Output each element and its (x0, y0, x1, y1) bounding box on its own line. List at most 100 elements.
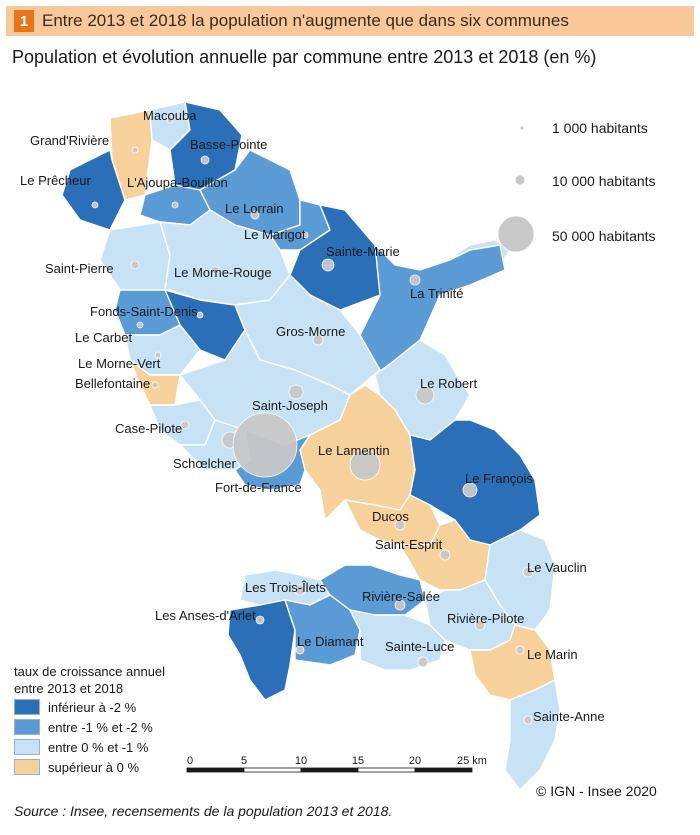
commune-area-le-marin (469, 624, 556, 701)
commune-label-basse-pointe: Basse-Pointe (190, 137, 267, 152)
commune-label-sainte-marie: Sainte-Marie (326, 244, 400, 259)
population-circle-le-diamant (295, 645, 305, 655)
legend-swatch (14, 739, 40, 755)
commune-label-le-lamentin: Le Lamentin (318, 443, 390, 458)
scale-segment (186, 767, 245, 773)
population-circle-riviere-pilote (474, 619, 486, 631)
source-note: Source : Insee, recensements de la popul… (14, 803, 393, 819)
population-circle-macouba (166, 116, 174, 124)
population-circle-sainte-luce (417, 656, 429, 668)
commune-label-le-robert: Le Robert (420, 376, 477, 391)
commune-label-le-marin: Le Marin (527, 647, 578, 662)
population-circle-sainte-marie (321, 258, 335, 272)
legend-swatch (14, 699, 40, 715)
commune-label-sainte-anne: Sainte-Anne (533, 709, 605, 724)
population-circle-le-robert (415, 385, 435, 405)
legend-item-inf-2: inférieur à -2 % (14, 697, 165, 717)
population-circle-le-francois (462, 482, 478, 498)
circle-size-legend: 1 000 habitants 10 000 habitants 50 000 ha… (497, 120, 656, 253)
commune-label-fonds-saint-denis: Fonds-Saint-Denis (90, 304, 198, 319)
population-circle-fort-de-france (232, 412, 298, 478)
legend-label: entre 0 % et -1 % (48, 739, 149, 755)
legend-label: supérieur à 0 % (48, 759, 140, 775)
legend-circle (514, 174, 526, 186)
legend-label: inférieur à -2 % (48, 699, 137, 715)
population-circle-riviere-salee (394, 599, 406, 611)
population-circle-le-marigot (301, 231, 309, 239)
commune-label-schoelcher: Schœlcher (173, 456, 237, 471)
legend-item-sup-0: supérieur à 0 % (14, 757, 165, 777)
legend-label: entre -1 % et -2 % (48, 719, 153, 735)
population-circle-le-lamentin (349, 449, 381, 481)
commune-label-la-trinite: La Trinité (410, 286, 463, 301)
population-circle-case-pilote (180, 420, 190, 430)
population-circle-saint-joseph (288, 384, 304, 400)
commune-label-grand-riviere: Grand'Rivière (30, 133, 109, 148)
commune-label-saint-pierre: Saint-Pierre (45, 261, 114, 276)
population-circle-bellefontaine (151, 381, 159, 389)
scale-tick-label: 25 km (457, 755, 487, 767)
commune-label-ducos: Ducos (372, 509, 409, 524)
population-circle-le-vauclin (522, 566, 534, 578)
commune-label-case-pilote: Case-Pilote (115, 421, 182, 436)
commune-label-le-diamant: Le Diamant (297, 634, 364, 649)
copyright-text: © IGN - Insee 2020 (536, 783, 657, 799)
scale-tick-label: 10 (295, 755, 307, 767)
population-circle-saint-pierre (130, 260, 140, 270)
population-circle-les-anses-d-arlet (255, 615, 265, 625)
figure-number: 1 (14, 10, 34, 32)
map-subtitle: Population et évolution annuelle par com… (12, 47, 597, 67)
commune-label-le-morne-rouge: Le Morne-Rouge (174, 265, 272, 280)
commune-label-le-precheur: Le Prêcheur (20, 173, 91, 188)
scale-bar: 0 5 10 15 20 25 km (186, 755, 487, 773)
population-circle-grand-riviere (131, 146, 139, 154)
commune-area-le-diamant (284, 594, 361, 666)
legend-circle-label: 50 000 habitants (552, 228, 656, 244)
scale-segment (414, 767, 473, 773)
commune-label-saint-esprit: Saint-Esprit (375, 537, 443, 552)
legend-item-entre-1-2: entre -1 % et -2 % (14, 717, 165, 737)
population-circle-le-carbet (136, 321, 144, 329)
population-circle-l-ajoupa-bouillon (171, 201, 179, 209)
commune-label-le-marigot: Le Marigot (244, 227, 306, 242)
legend-swatch (14, 759, 40, 775)
scale-segment (243, 767, 302, 773)
population-circle-sainte-anne (523, 715, 533, 725)
commune-label-le-morne-vert: Le Morne-Vert (78, 356, 161, 371)
population-circle-la-trinite (409, 274, 421, 286)
commune-label-l-ajoupa-bouillon: L'Ajoupa-Bouillon (127, 175, 228, 190)
population-circle-le-marin (515, 645, 525, 655)
commune-label-riviere-pilote: Rivière-Pilote (447, 611, 524, 626)
legend-item-entre-0-1: entre 0 % et -1 % (14, 737, 165, 757)
commune-label-bellefontaine: Bellefontaine (75, 376, 150, 391)
commune-area-le-precheur (61, 149, 126, 231)
legend-title-line2: entre 2013 et 2018 (14, 681, 124, 696)
scale-segment (357, 767, 416, 773)
commune-label-gros-morne: Gros-Morne (276, 324, 345, 339)
scale-tick-label: 15 (352, 755, 364, 767)
legend-title-line1: taux de croissance annuel (14, 664, 166, 679)
commune-label-le-lorrain: Le Lorrain (225, 201, 284, 216)
legend-circle (519, 125, 525, 131)
legend-circle-label: 1 000 habitants (552, 120, 648, 136)
commune-area-sainte-luce (349, 609, 446, 671)
figure-title: Entre 2013 et 2018 la population n'augme… (42, 11, 569, 30)
population-circle-saint-esprit (439, 549, 451, 561)
population-circle-gros-morne (312, 334, 324, 346)
color-legend: taux de croissance annuel entre 2013 et … (14, 663, 165, 777)
scale-tick-label: 5 (241, 755, 247, 767)
commune-label-le-carbet: Le Carbet (75, 330, 132, 345)
commune-label-le-francois: Le François (465, 471, 533, 486)
scale-tick-label: 20 (409, 755, 421, 767)
population-circle-le-lorrain (250, 210, 260, 220)
commune-label-le-vauclin: Le Vauclin (527, 560, 587, 575)
population-circle-fonds-saint-denis (196, 311, 204, 319)
commune-label-sainte-luce: Sainte-Luce (385, 639, 454, 654)
commune-area-les-anses-d-arlet (227, 599, 296, 701)
population-circle-le-morne-vert (154, 351, 162, 359)
population-circle-le-morne-rouge (210, 265, 220, 275)
commune-label-macouba: Macouba (143, 108, 197, 123)
population-circle-le-precheur (91, 201, 99, 209)
figure-banner: 1 Entre 2013 et 2018 la population n'aug… (6, 6, 694, 36)
